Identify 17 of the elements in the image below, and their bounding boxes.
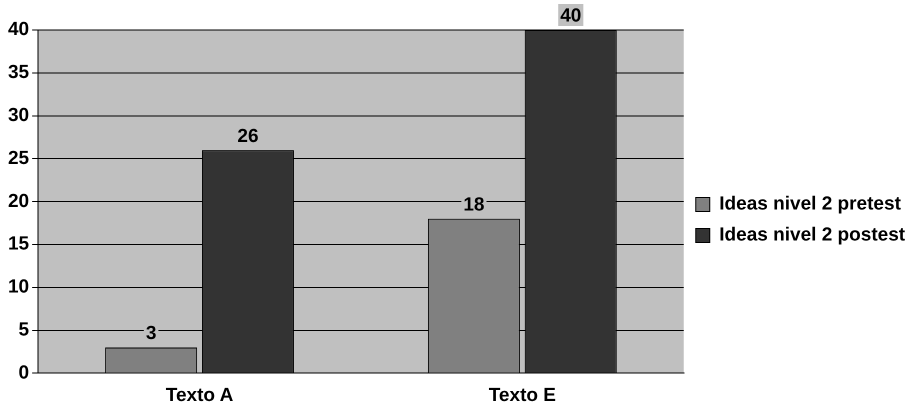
- y-tick-label: 10: [8, 276, 30, 298]
- data-label: 3: [146, 323, 156, 344]
- data-label: 40: [560, 6, 582, 27]
- y-tick-label: 35: [8, 62, 30, 84]
- x-tick-label: Texto E: [488, 384, 556, 406]
- legend-label: Ideas nivel 2 pretest: [719, 194, 902, 215]
- y-tick-label: 20: [8, 190, 30, 212]
- y-tick-label: 15: [8, 234, 30, 255]
- y-tick-label: 40: [8, 19, 30, 40]
- y-tick-label: 5: [18, 320, 30, 341]
- y-tick-label: 25: [8, 148, 30, 169]
- y-tick-label: 30: [8, 105, 30, 126]
- data-label: 18: [463, 194, 484, 216]
- y-tick-label: 0: [18, 362, 30, 384]
- legend-label: Ideas nivel 2 postest: [719, 224, 906, 246]
- data-label: 26: [237, 126, 259, 147]
- x-tick-label: Texto A: [166, 384, 234, 406]
